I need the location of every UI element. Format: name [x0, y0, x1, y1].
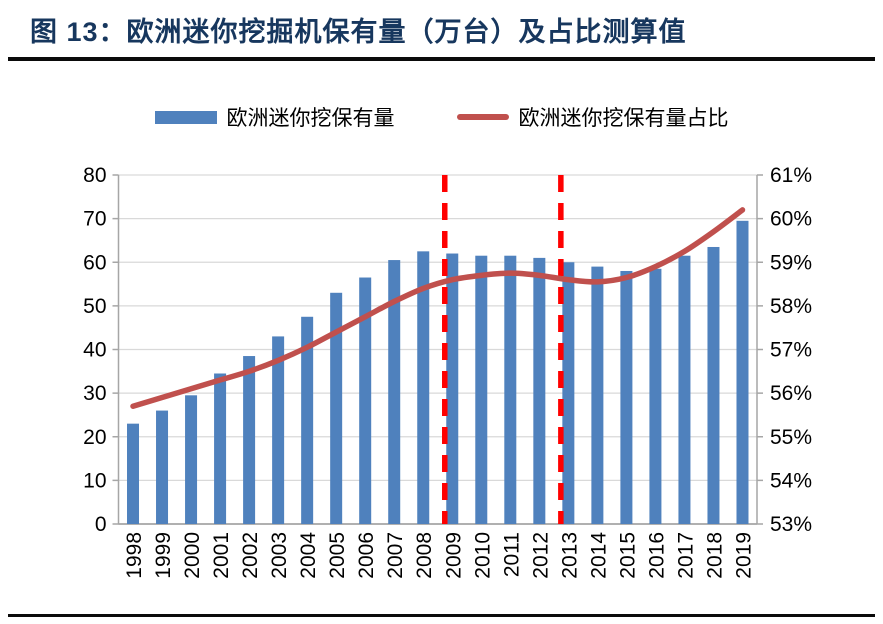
chart-legend: 欧洲迷你挖保有量 欧洲迷你挖保有量占比: [0, 102, 883, 132]
bar-1999: [156, 410, 169, 524]
bar-2005: [330, 292, 343, 524]
bar-2013: [562, 262, 575, 524]
bar-2014: [591, 266, 604, 524]
x-label-2002: 2002: [239, 532, 262, 579]
legend-item-line-series: 欧洲迷你挖保有量占比: [456, 102, 729, 132]
x-label-2017: 2017: [674, 532, 697, 579]
x-label-2004: 2004: [297, 532, 320, 579]
bar-2006: [359, 277, 372, 524]
right-axis-label-56%: 56%: [770, 382, 812, 405]
ratio-line: [130, 207, 746, 409]
bar-1998: [127, 423, 140, 524]
left-axis-label-20: 20: [83, 426, 106, 449]
bar-2017: [678, 255, 691, 525]
right-axis-label-59%: 59%: [770, 251, 812, 274]
left-axis-label-70: 70: [83, 208, 106, 231]
bar-series: [127, 220, 749, 525]
right-axis-label-61%: 61%: [770, 164, 812, 187]
x-label-2005: 2005: [326, 532, 349, 579]
combo-chart: 0 10 20 30 40 50 60 70 80 53% 54% 55% 56% 57% 58% 59% 60…: [83, 164, 812, 579]
x-label-2016: 2016: [645, 532, 668, 579]
x-label-2014: 2014: [587, 532, 610, 579]
right-axis-label-54%: 54%: [770, 469, 812, 492]
x-label-2011: 2011: [500, 532, 523, 577]
x-label-2019: 2019: [732, 532, 755, 579]
legend-item-bar-series: 欧洲迷你挖保有量: [154, 102, 395, 132]
left-axis-label-30: 30: [83, 382, 106, 405]
bar-2018: [707, 246, 720, 524]
x-label-2013: 2013: [558, 532, 581, 579]
x-label-2001: 2001: [210, 532, 233, 579]
x-label-2008: 2008: [413, 532, 436, 579]
right-axis-label-60%: 60%: [770, 208, 812, 231]
bar-2003: [272, 336, 285, 524]
x-label-2006: 2006: [355, 532, 378, 579]
bar-2007: [388, 260, 401, 524]
left-axis-label-50: 50: [83, 295, 106, 318]
bar-2011: [504, 255, 517, 525]
x-label-1998: 1998: [123, 532, 146, 579]
left-axis-label-0: 0: [95, 513, 107, 536]
title-underline: [8, 57, 875, 61]
bar-2010: [475, 255, 488, 525]
bar-2008: [417, 251, 430, 524]
x-label-2009: 2009: [442, 532, 465, 579]
left-axis-label-60: 60: [83, 251, 106, 274]
x-label-2003: 2003: [268, 532, 291, 579]
axis-ticks-and-labels: 0 10 20 30 40 50 60 70 80 53% 54% 55% 56% 57% 58% 59% 60…: [83, 164, 812, 536]
x-label-2015: 2015: [616, 532, 639, 579]
legend-line-label: 欧洲迷你挖保有量占比: [518, 107, 729, 130]
left-axis-label-80: 80: [83, 164, 106, 187]
annotation-vlines: [442, 175, 564, 524]
legend-line-swatch-icon: [456, 114, 509, 120]
bar-2012: [533, 257, 546, 524]
bar-2019: [736, 220, 749, 524]
left-axis-label-40: 40: [83, 339, 106, 362]
bar-2016: [649, 268, 662, 524]
right-axis-label-53%: 53%: [770, 513, 812, 536]
x-label-2012: 2012: [529, 532, 552, 579]
bar-2004: [301, 316, 314, 524]
x-axis-labels: 1998 1999 2000 2001 2002 2003 2004 2005 2006 2007…: [123, 532, 755, 579]
bar-2000: [185, 395, 198, 524]
right-axis-label-58%: 58%: [770, 295, 812, 318]
x-label-2018: 2018: [703, 532, 726, 579]
x-label-2000: 2000: [181, 532, 204, 579]
right-axis-label-55%: 55%: [770, 426, 812, 449]
x-label-2007: 2007: [384, 532, 407, 579]
right-axis-label-57%: 57%: [770, 339, 812, 362]
bar-2001: [214, 373, 227, 524]
figure-title: 图 13：欧洲迷你挖掘机保有量（万台）及占比测算值: [30, 17, 687, 47]
x-label-2010: 2010: [471, 532, 494, 579]
legend-bar-label: 欧洲迷你挖保有量: [226, 107, 395, 130]
bar-2002: [243, 356, 256, 524]
bar-2009: [446, 253, 459, 524]
x-label-1999: 1999: [152, 532, 175, 579]
legend-bar-swatch-icon: [154, 110, 217, 124]
bottom-border: [8, 614, 875, 617]
bar-2015: [620, 270, 633, 524]
left-axis-label-10: 10: [83, 469, 106, 492]
